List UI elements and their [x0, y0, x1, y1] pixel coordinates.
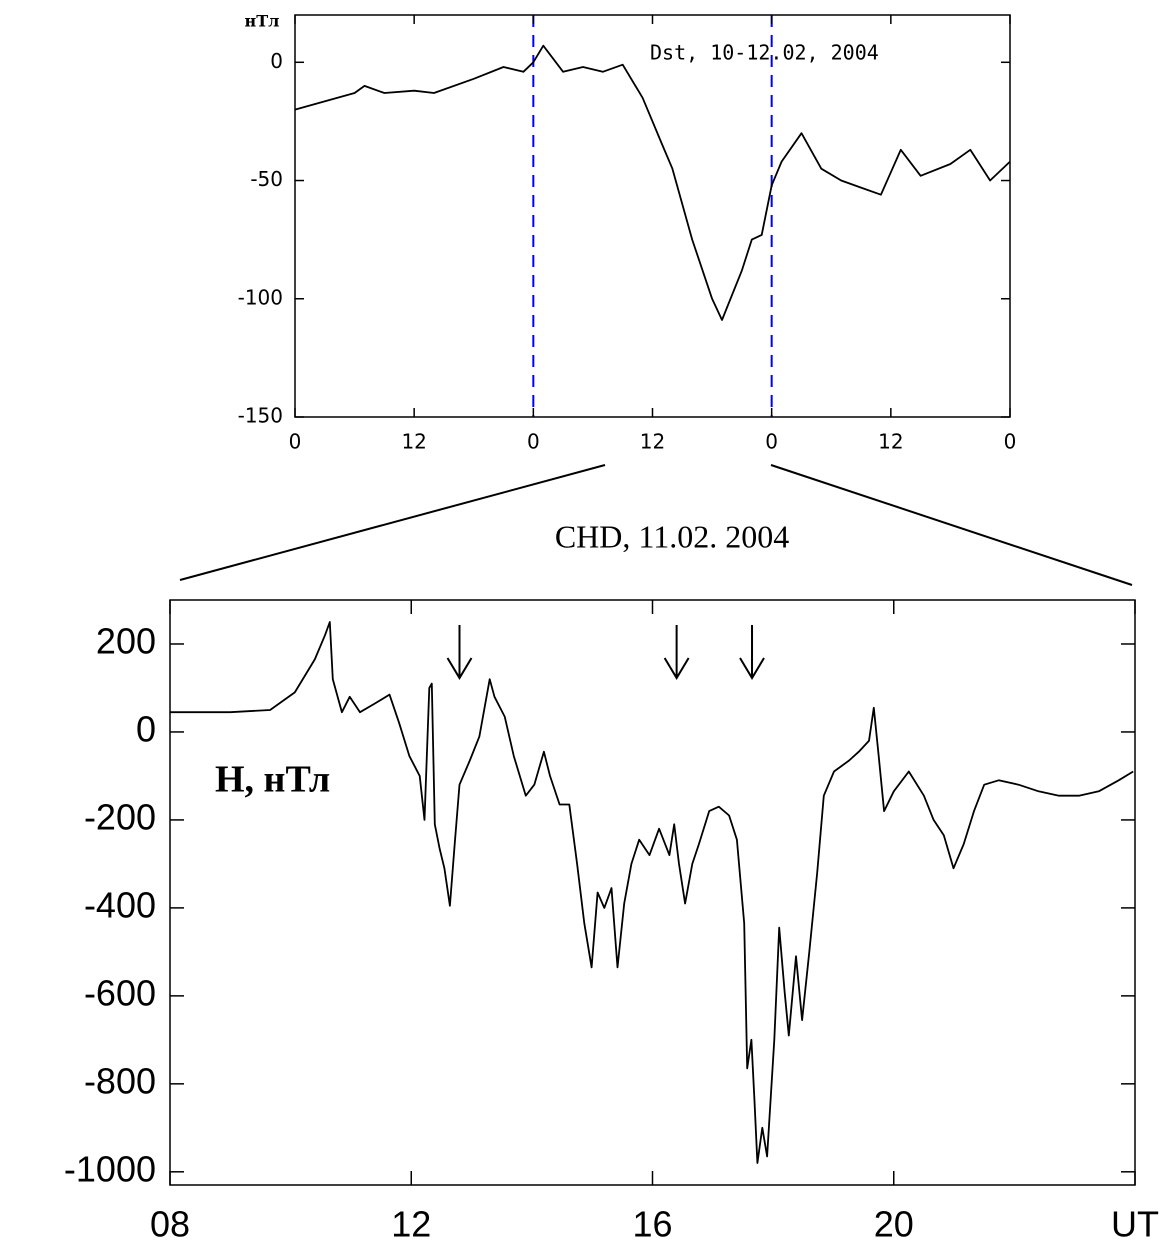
x-tick-label: 12 — [640, 430, 665, 454]
annotation: H, нТл — [215, 759, 330, 801]
y-tick-label: -150 — [238, 404, 283, 428]
data-line — [170, 621, 1134, 1164]
x-tick-label: 0 — [289, 430, 302, 454]
x-tick-label: 0 — [1004, 430, 1017, 454]
y-tick-label: -1000 — [64, 1148, 156, 1189]
y-tick-label: -100 — [238, 285, 283, 309]
x-tick-label: 08 — [150, 1204, 190, 1245]
y-tick-label: -400 — [84, 884, 156, 925]
data-line — [294, 44, 1011, 321]
x-tick-label: 20 — [874, 1204, 914, 1245]
y-tick-label: 200 — [96, 621, 156, 662]
y-tick-label: 0 — [136, 708, 156, 749]
x-tick-label: 0 — [765, 430, 778, 454]
event-arrow — [663, 625, 690, 680]
y-axis-unit: нТл — [245, 12, 280, 31]
event-arrow — [446, 625, 473, 680]
x-tick-label: 12 — [401, 430, 426, 454]
y-tick-label: -800 — [84, 1060, 156, 1101]
x-tick-label: UT — [1111, 1204, 1159, 1245]
plot-frame — [169, 599, 1136, 1186]
x-tick-label: 12 — [391, 1204, 431, 1245]
zoom-connector — [770, 464, 1133, 586]
event-arrow — [739, 625, 765, 680]
y-tick-label: 0 — [270, 49, 283, 73]
zoom-connector — [179, 464, 606, 581]
y-tick-label: -50 — [250, 167, 283, 191]
y-tick-label: -200 — [84, 796, 156, 837]
x-tick-label: 0 — [527, 430, 540, 454]
x-tick-label: 12 — [878, 430, 903, 454]
chart-title: CHD, 11.02. 2004 — [555, 518, 789, 554]
y-tick-label: -600 — [84, 972, 156, 1013]
plot-frame — [294, 14, 1011, 418]
annotation: Dst, 10-12.02, 2004 — [650, 41, 879, 65]
x-tick-label: 16 — [632, 1204, 672, 1245]
